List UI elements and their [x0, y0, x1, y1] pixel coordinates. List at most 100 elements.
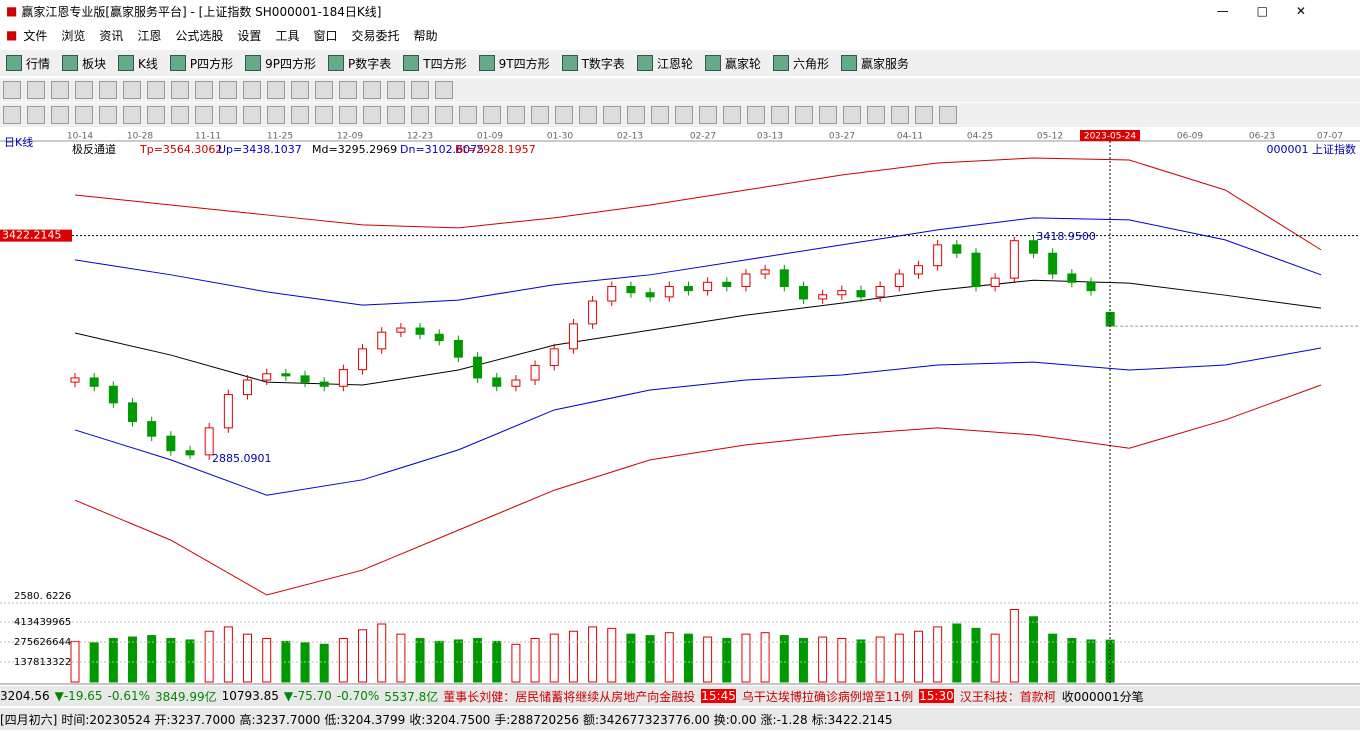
menu-item[interactable]: 浏览 — [61, 28, 86, 43]
tool-button[interactable]: 9P四方形 — [265, 56, 317, 71]
info-field: 换:0.00 — [713, 712, 757, 727]
tool-icon[interactable] — [123, 106, 141, 124]
tool-icon[interactable] — [435, 81, 453, 99]
tool-icon[interactable] — [507, 106, 525, 124]
tool-icon[interactable] — [795, 106, 813, 124]
tool-icon[interactable] — [243, 106, 261, 124]
tool-icon[interactable] — [195, 106, 213, 124]
tool-icon[interactable] — [27, 106, 45, 124]
channel-line — [74, 217, 1322, 306]
tool-icon[interactable] — [171, 106, 189, 124]
tool-icon[interactable] — [603, 106, 621, 124]
tool-icon[interactable] — [267, 81, 285, 99]
tool-button[interactable]: P四方形 — [189, 56, 234, 71]
candle-body — [319, 381, 329, 387]
tool-icon[interactable] — [243, 81, 261, 99]
tool-icon[interactable] — [843, 106, 861, 124]
tool-icon[interactable] — [891, 106, 909, 124]
tool-icon[interactable] — [3, 81, 21, 99]
tool-icon[interactable] — [75, 106, 93, 124]
tool-icon[interactable] — [627, 106, 645, 124]
tool-icon[interactable] — [411, 106, 429, 124]
index-quote: 3204.56 — [0, 689, 50, 703]
tool-icon[interactable] — [27, 81, 45, 99]
tool-icon[interactable] — [387, 106, 405, 124]
menu-item[interactable]: 设置 — [237, 28, 262, 43]
tool-button[interactable]: T四方形 — [423, 56, 467, 71]
tool-icon[interactable] — [651, 106, 669, 124]
tool-icon[interactable] — [51, 81, 69, 99]
tool-icon[interactable] — [411, 81, 429, 99]
news-item: 乌干达埃博拉确诊病例增至11例 — [741, 689, 914, 704]
menu-item[interactable]: 文件 — [23, 28, 48, 43]
tool-icon[interactable] — [195, 81, 213, 99]
candle-body — [281, 373, 291, 377]
tool-icon[interactable] — [99, 81, 117, 99]
tool-icon[interactable] — [387, 81, 405, 99]
tool-icon[interactable] — [819, 106, 837, 124]
tool-button[interactable]: P数字表 — [348, 56, 392, 71]
tool-icon[interactable] — [315, 106, 333, 124]
channel-line — [74, 279, 1322, 386]
tool-icon[interactable] — [147, 106, 165, 124]
tool-icon[interactable] — [675, 106, 693, 124]
tool-button[interactable]: 江恩轮 — [656, 56, 693, 71]
candle-body — [856, 290, 866, 298]
tool-icon[interactable] — [291, 81, 309, 99]
tool-button[interactable]: 板块 — [82, 56, 107, 71]
tool-icon[interactable] — [723, 106, 741, 124]
tool-button[interactable]: 9T四方形 — [498, 56, 550, 71]
tool-icon[interactable] — [219, 106, 237, 124]
tool-icon[interactable] — [435, 106, 453, 124]
tool-icon[interactable] — [579, 106, 597, 124]
tool-icon[interactable] — [363, 81, 381, 99]
tool-button[interactable]: 行情 — [26, 56, 51, 71]
info-field: 时间:20230524 — [61, 712, 151, 727]
tool-icon[interactable] — [867, 106, 885, 124]
tool-icon[interactable] — [915, 106, 933, 124]
tool-icon[interactable] — [339, 106, 357, 124]
volume-bar — [1029, 616, 1038, 683]
tool-button[interactable]: 六角形 — [792, 56, 829, 71]
tool-icon[interactable] — [147, 81, 165, 99]
tool-icon[interactable] — [483, 106, 501, 124]
x-tick-label: 04-25 — [967, 132, 993, 142]
tool-icon[interactable] — [171, 81, 189, 99]
tool-icon[interactable] — [339, 81, 357, 99]
candle-body — [894, 273, 904, 287]
tool-icon[interactable] — [123, 81, 141, 99]
tool-icon[interactable] — [699, 106, 717, 124]
menu-item[interactable]: 交易委托 — [351, 28, 400, 43]
tool-icon[interactable] — [291, 106, 309, 124]
menu-item[interactable]: 帮助 — [413, 28, 438, 43]
tool-icon[interactable] — [75, 81, 93, 99]
tool-icon[interactable] — [267, 106, 285, 124]
menu-item[interactable]: 窗口 — [313, 28, 338, 43]
menu-item[interactable]: 工具 — [275, 28, 300, 43]
trade-detail[interactable]: 收000001分笔 — [1061, 689, 1144, 704]
tool-button[interactable]: 赢家轮 — [724, 56, 761, 71]
tool-button[interactable]: K线 — [138, 56, 158, 71]
tool-icon[interactable] — [459, 106, 477, 124]
tool-icon[interactable] — [363, 106, 381, 124]
menu-item[interactable]: 资讯 — [99, 28, 124, 43]
tool-icon[interactable] — [51, 106, 69, 124]
tool-icon[interactable] — [747, 106, 765, 124]
tool-icon[interactable] — [531, 106, 549, 124]
index-quote: ▼-19.65 — [54, 689, 103, 703]
menu-item[interactable]: 江恩 — [137, 28, 162, 43]
tool-icon[interactable] — [3, 106, 21, 124]
tool-button[interactable]: 赢家服务 — [860, 56, 909, 71]
tool-icon[interactable] — [219, 81, 237, 99]
window-controls[interactable]: —□✕ — [1216, 4, 1334, 18]
tool-icon[interactable] — [555, 106, 573, 124]
menu-item[interactable]: 公式选股 — [175, 28, 224, 43]
tool-icon[interactable] — [315, 81, 333, 99]
volume-bar — [319, 643, 329, 683]
candle-body — [779, 269, 789, 287]
tool-icon[interactable] — [939, 106, 957, 124]
volume-bar — [1067, 638, 1077, 683]
tool-icon[interactable] — [99, 106, 117, 124]
tool-icon[interactable] — [771, 106, 789, 124]
tool-button[interactable]: T数字表 — [581, 56, 625, 71]
